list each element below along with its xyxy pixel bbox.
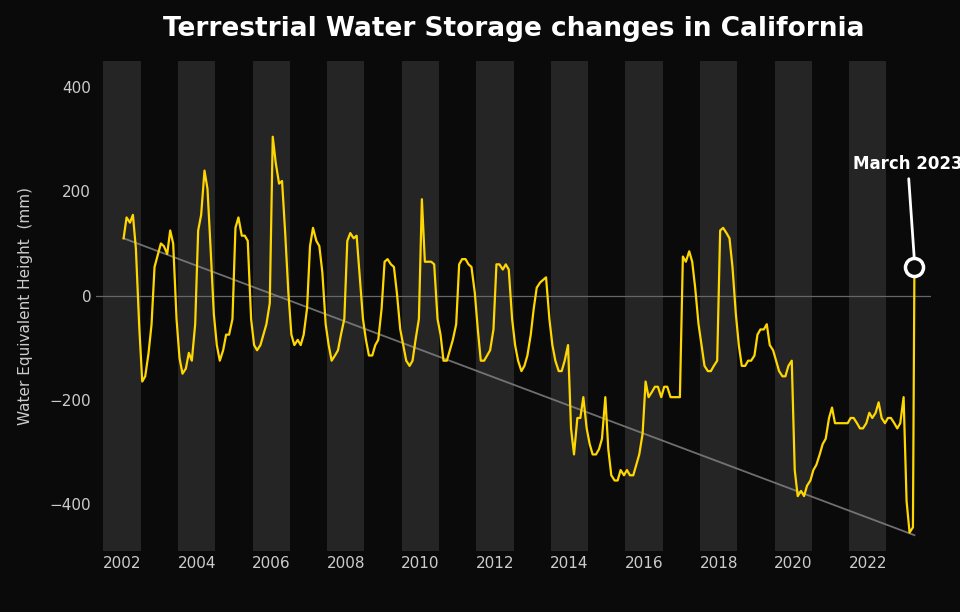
Bar bbox=[626, 61, 662, 551]
Bar bbox=[775, 61, 812, 551]
Bar bbox=[551, 61, 588, 551]
Bar bbox=[327, 61, 365, 551]
Bar bbox=[700, 61, 737, 551]
Title: Terrestrial Water Storage changes in California: Terrestrial Water Storage changes in Cal… bbox=[163, 16, 864, 42]
Bar bbox=[476, 61, 514, 551]
Bar bbox=[401, 61, 439, 551]
Bar bbox=[178, 61, 215, 551]
Text: March 2023: March 2023 bbox=[852, 155, 960, 258]
Bar bbox=[104, 61, 141, 551]
Bar bbox=[252, 61, 290, 551]
Y-axis label: Water Equivalent Height  (mm): Water Equivalent Height (mm) bbox=[18, 187, 33, 425]
Bar bbox=[850, 61, 886, 551]
